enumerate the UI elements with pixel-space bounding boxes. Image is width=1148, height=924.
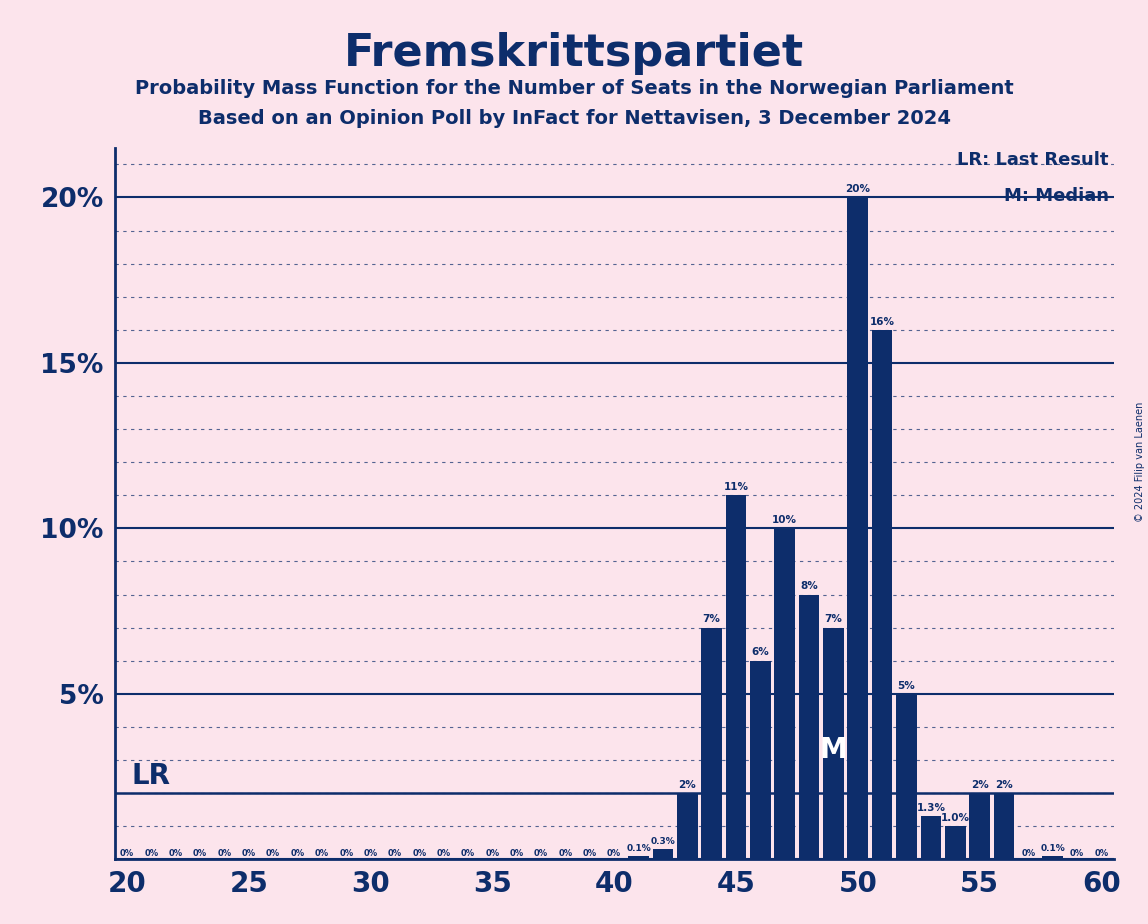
Text: 1.3%: 1.3% xyxy=(916,803,945,813)
Text: 0%: 0% xyxy=(1070,848,1084,857)
Text: 5%: 5% xyxy=(898,681,915,690)
Text: 0%: 0% xyxy=(607,848,621,857)
Text: 0.1%: 0.1% xyxy=(1040,844,1065,853)
Bar xyxy=(1042,856,1063,859)
Text: 0%: 0% xyxy=(193,848,207,857)
Text: Fremskrittspartiet: Fremskrittspartiet xyxy=(344,32,804,76)
Text: 7%: 7% xyxy=(824,614,843,625)
Text: © 2024 Filip van Laenen: © 2024 Filip van Laenen xyxy=(1134,402,1145,522)
Text: Probability Mass Function for the Number of Seats in the Norwegian Parliament: Probability Mass Function for the Number… xyxy=(134,79,1014,98)
Text: 2%: 2% xyxy=(971,780,988,790)
Text: 0%: 0% xyxy=(534,848,548,857)
Bar xyxy=(847,198,868,859)
Bar xyxy=(652,849,673,859)
Text: 0%: 0% xyxy=(461,848,475,857)
Text: 11%: 11% xyxy=(723,482,748,492)
Bar xyxy=(945,826,965,859)
Text: 0%: 0% xyxy=(169,848,183,857)
Bar xyxy=(799,594,820,859)
Text: 0%: 0% xyxy=(364,848,378,857)
Text: 16%: 16% xyxy=(870,317,894,326)
Text: M: Median: M: Median xyxy=(1003,187,1109,205)
Text: 6%: 6% xyxy=(752,648,769,658)
Text: 0.1%: 0.1% xyxy=(626,844,651,853)
Text: 0%: 0% xyxy=(315,848,329,857)
Text: 0%: 0% xyxy=(339,848,354,857)
Text: 0%: 0% xyxy=(217,848,232,857)
Text: 0%: 0% xyxy=(510,848,523,857)
Text: 0%: 0% xyxy=(266,848,280,857)
Bar xyxy=(677,793,698,859)
Bar xyxy=(775,529,796,859)
Bar xyxy=(969,793,990,859)
Bar xyxy=(726,495,746,859)
Bar xyxy=(921,816,941,859)
Bar xyxy=(993,793,1015,859)
Text: 1.0%: 1.0% xyxy=(940,813,970,823)
Text: 8%: 8% xyxy=(800,581,817,591)
Text: LR: Last Result: LR: Last Result xyxy=(957,152,1109,169)
Text: 0%: 0% xyxy=(242,848,256,857)
Text: 0.3%: 0.3% xyxy=(651,837,675,846)
Text: Based on an Opinion Poll by InFact for Nettavisen, 3 December 2024: Based on an Opinion Poll by InFact for N… xyxy=(197,109,951,128)
Text: 0%: 0% xyxy=(558,848,573,857)
Text: 2%: 2% xyxy=(678,780,696,790)
Text: 0%: 0% xyxy=(145,848,158,857)
Text: 0%: 0% xyxy=(436,848,451,857)
Text: 0%: 0% xyxy=(119,848,134,857)
Text: 0%: 0% xyxy=(486,848,499,857)
Text: LR: LR xyxy=(132,761,171,790)
Text: 2%: 2% xyxy=(995,780,1013,790)
Bar xyxy=(823,627,844,859)
Text: 0%: 0% xyxy=(412,848,426,857)
Text: 0%: 0% xyxy=(290,848,304,857)
Text: 0%: 0% xyxy=(1094,848,1109,857)
Text: 0%: 0% xyxy=(1022,848,1035,857)
Text: M: M xyxy=(820,736,847,764)
Bar xyxy=(750,661,770,859)
Text: 0%: 0% xyxy=(388,848,402,857)
Bar xyxy=(628,856,649,859)
Bar xyxy=(701,627,722,859)
Bar xyxy=(897,694,917,859)
Text: 0%: 0% xyxy=(583,848,597,857)
Text: 20%: 20% xyxy=(845,184,870,194)
Text: 10%: 10% xyxy=(773,515,797,525)
Text: 7%: 7% xyxy=(703,614,721,625)
Bar xyxy=(871,330,892,859)
